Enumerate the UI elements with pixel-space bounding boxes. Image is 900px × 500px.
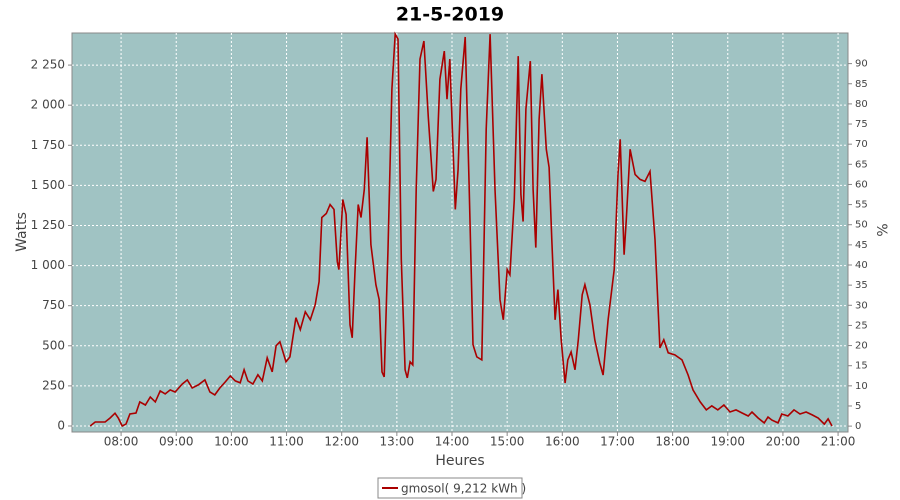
y2-tick-label: 5	[855, 401, 861, 412]
x-tick-label: 13:00	[380, 435, 415, 449]
legend	[377, 477, 523, 499]
y2-tick-label: 40	[855, 260, 868, 271]
y2-tick-label: 55	[855, 200, 868, 211]
x-tick-label: 16:00	[545, 435, 580, 449]
y-axis-label: Watts	[14, 212, 30, 252]
y-tick-label: 1 500	[31, 178, 65, 192]
x-tick-label: 17:00	[600, 435, 635, 449]
x-tick-label: 20:00	[766, 435, 801, 449]
y2-tick-label: 20	[855, 341, 868, 352]
y2-tick-label: 35	[855, 280, 868, 291]
x-tick-label: 14:00	[435, 435, 470, 449]
y2-tick-label: 45	[855, 240, 868, 251]
x-tick-label: 12:00	[324, 435, 359, 449]
x-axis-label: Heures	[435, 453, 484, 469]
y2-tick-label: 10	[855, 381, 868, 392]
y2-tick-label: 85	[855, 79, 868, 90]
y2-tick-label: 90	[855, 59, 868, 70]
x-tick-label: 15:00	[490, 435, 525, 449]
y2-tick-label: 0	[855, 421, 861, 432]
x-tick-label: 18:00	[655, 435, 690, 449]
series-line	[89, 31, 833, 428]
x-tick-label: 19:00	[710, 435, 745, 449]
y2-tick-label: 75	[855, 119, 868, 130]
chart-title: 21-5-2019	[396, 4, 504, 26]
y-tick-label: 1 000	[31, 258, 65, 272]
y-tick-label: 0	[57, 418, 65, 432]
y-tick-label: 750	[42, 298, 65, 312]
y2-axis-label: %	[873, 223, 889, 236]
y-tick-label: 2 000	[31, 98, 65, 112]
x-tick-label: 08:00	[104, 435, 139, 449]
y-tick-label: 500	[42, 338, 65, 352]
x-tick-label: 09:00	[159, 435, 194, 449]
y-tick-label: 1 750	[31, 138, 65, 152]
x-tick-label: 11:00	[269, 435, 304, 449]
y2-tick-label: 50	[855, 220, 868, 231]
y2-tick-label: 65	[855, 159, 868, 170]
y2-tick-label: 60	[855, 179, 868, 190]
y2-tick-label: 30	[855, 300, 868, 311]
y2-tick-label: 15	[855, 361, 868, 372]
y-tick-label: 2 250	[31, 58, 65, 72]
x-tick-label: 21:00	[821, 435, 856, 449]
y-tick-label: 1 250	[31, 218, 65, 232]
y2-tick-label: 25	[855, 320, 868, 331]
y2-tick-label: 70	[855, 139, 868, 150]
y2-tick-label: 80	[855, 99, 868, 110]
x-tick-label: 10:00	[214, 435, 249, 449]
y-tick-label: 250	[42, 378, 65, 392]
legend-label: gmosol( 9,212 kWh )	[401, 482, 526, 496]
